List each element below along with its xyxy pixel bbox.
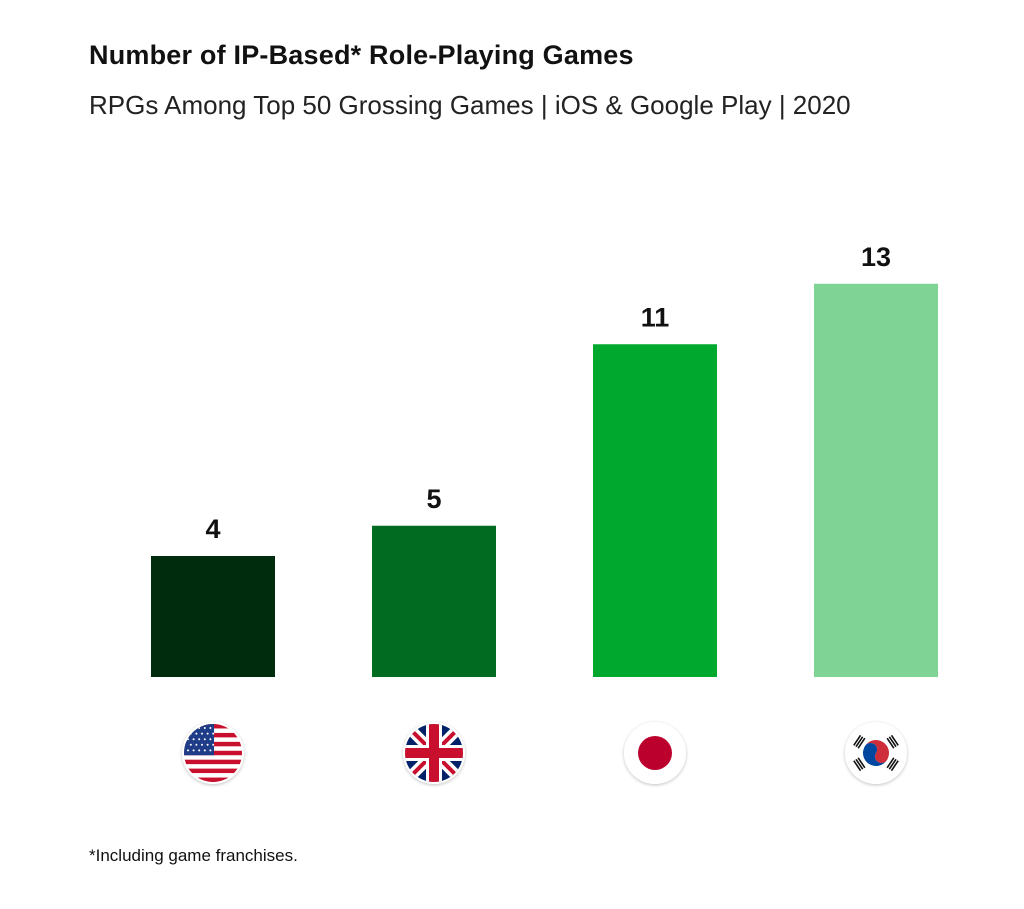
footnote: *Including game franchises.	[89, 846, 298, 865]
value-label: 5	[426, 484, 441, 514]
bar-united-states	[151, 556, 275, 677]
value-label: 11	[641, 302, 670, 332]
bar-united-kingdom	[372, 525, 496, 677]
us-flag-icon: United States	[182, 722, 244, 784]
uk-flag-icon: United Kingdom	[403, 722, 465, 784]
bar-south-korea	[814, 283, 938, 677]
bar-chart: 4 5 11 13 United States United Kingdom Japan S…	[151, 242, 938, 784]
value-label: 4	[205, 514, 220, 544]
south-korea-flag-icon: South Korea	[845, 722, 907, 784]
bar-japan	[593, 344, 717, 677]
chart-subtitle: RPGs Among Top 50 Grossing Games | iOS &…	[89, 90, 851, 120]
japan-flag-icon: Japan	[624, 722, 686, 784]
chart-title: Number of IP-Based* Role-Playing Games	[89, 40, 634, 70]
value-label: 13	[861, 242, 891, 272]
